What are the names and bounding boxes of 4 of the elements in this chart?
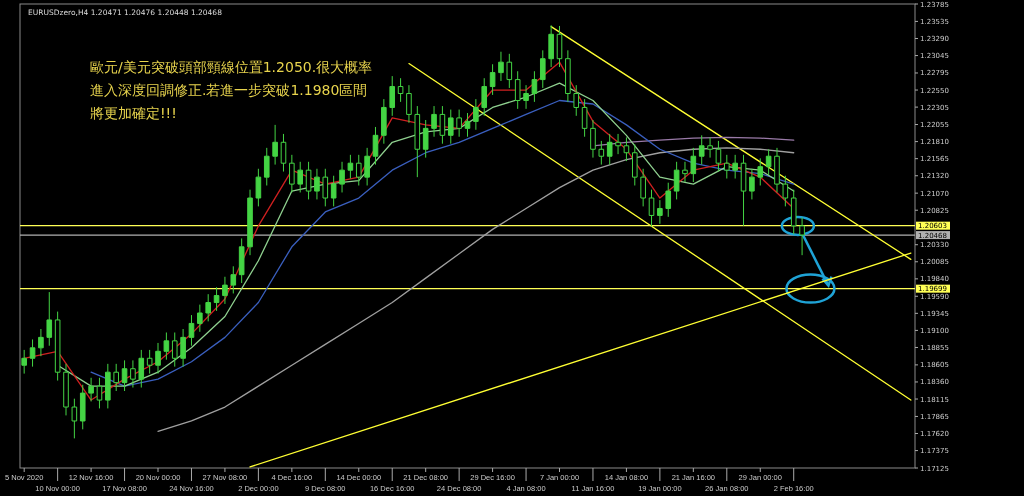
annotation: 進入深度回調修正.若進一步突破1.1980區間 [90,82,368,98]
line-series [157,147,795,433]
annotation: 將更加確定!!! [90,105,177,121]
annotation: 歐元/美元突破頭部頸線位置1.2050.很大概率 [90,59,373,75]
